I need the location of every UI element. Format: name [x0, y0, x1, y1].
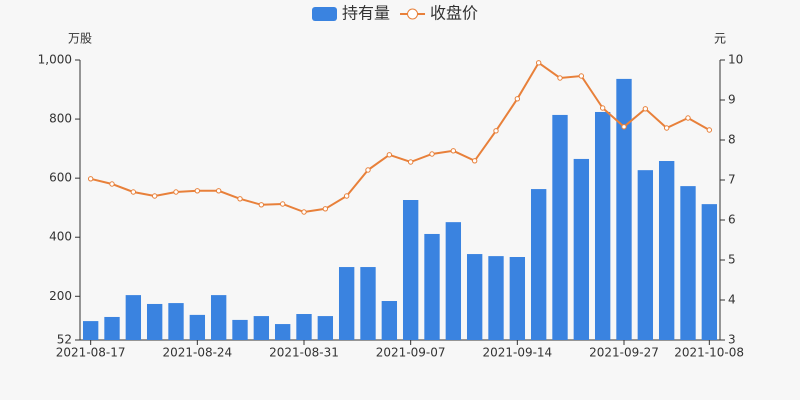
line-point [578, 73, 585, 79]
y-tick-label: 1,000 [38, 53, 72, 67]
y-tick-label: 400 [49, 230, 72, 244]
bar [338, 267, 355, 340]
bar [381, 301, 398, 340]
line-point [599, 105, 606, 111]
y2-tick-label: 5 [728, 253, 736, 267]
bar [296, 314, 312, 340]
line-point [365, 167, 371, 173]
bar [637, 170, 654, 340]
legend-swatch [407, 8, 419, 20]
y2-tick-label: 9 [728, 93, 736, 107]
bar [146, 303, 163, 340]
bar [210, 295, 227, 340]
line [90, 61, 710, 214]
bar [594, 111, 611, 340]
line-point [237, 196, 243, 202]
line-point [642, 106, 649, 112]
y-unit: 万股 [68, 32, 92, 46]
line-point [301, 209, 307, 215]
legend-label: 收盘价 [430, 4, 478, 23]
bar [658, 161, 675, 340]
bar [82, 321, 99, 340]
bar [402, 200, 419, 340]
legend-swatch [312, 7, 337, 21]
bar [104, 316, 120, 340]
bar [253, 316, 270, 340]
line-point [471, 158, 478, 164]
bar [701, 204, 718, 340]
x-tick-label: 2021-09-07 [376, 346, 446, 360]
line-point [663, 125, 670, 131]
y-tick-label: 800 [49, 112, 72, 126]
bar [552, 114, 568, 340]
y-tick-label: 200 [49, 289, 72, 303]
line-point [151, 193, 158, 199]
line-point [87, 176, 94, 182]
y-tick-label: 600 [49, 171, 72, 185]
line-point [450, 148, 457, 154]
x-tick-label: 2021-10-08 [674, 346, 744, 360]
bar [573, 158, 590, 340]
line-point [621, 124, 627, 130]
x-tick-label: 2021-08-24 [162, 346, 232, 360]
bar [125, 295, 142, 340]
line-point [343, 193, 350, 199]
line-point [429, 151, 435, 157]
y2-tick-label: 6 [728, 213, 736, 227]
line-point [258, 202, 265, 208]
line-point [173, 189, 179, 195]
line-point [557, 75, 563, 81]
y2-tick-label: 10 [728, 53, 743, 67]
line-point [535, 60, 542, 66]
bar [360, 267, 376, 340]
y2-tick-label: 4 [728, 293, 736, 307]
bar [466, 254, 483, 340]
line-point [407, 159, 414, 165]
legend-label: 持有量 [342, 4, 390, 23]
line-point [130, 189, 137, 195]
x-tick-label: 2021-09-27 [589, 346, 659, 360]
bar [232, 319, 248, 340]
bar [488, 256, 504, 340]
line-point [514, 96, 521, 102]
line-point [109, 181, 115, 187]
bar [317, 316, 334, 340]
bar [530, 189, 547, 340]
bar [274, 324, 291, 340]
line-point [279, 201, 286, 207]
x-tick-label: 2021-09-14 [482, 346, 552, 360]
x-tick-label: 2021-08-17 [56, 346, 126, 360]
line-point [493, 128, 499, 134]
x-tick-label: 2021-08-31 [269, 346, 339, 360]
line-point [322, 206, 329, 212]
line-point [215, 188, 222, 194]
line-point [685, 115, 691, 121]
y2-tick-label: 8 [728, 133, 736, 147]
bar [445, 222, 462, 340]
bar [189, 314, 206, 340]
line-point [194, 188, 201, 194]
line-point [706, 127, 713, 133]
bar [424, 233, 440, 340]
bar [168, 303, 184, 340]
line-point [386, 152, 393, 158]
bar [509, 257, 526, 340]
y2-tick-label: 3 [728, 333, 736, 347]
bar [616, 78, 632, 340]
y2-unit: 元 [714, 32, 726, 46]
bar [680, 186, 696, 340]
y2-tick-label: 7 [728, 173, 736, 187]
y-tick-label: 52 [57, 333, 72, 347]
